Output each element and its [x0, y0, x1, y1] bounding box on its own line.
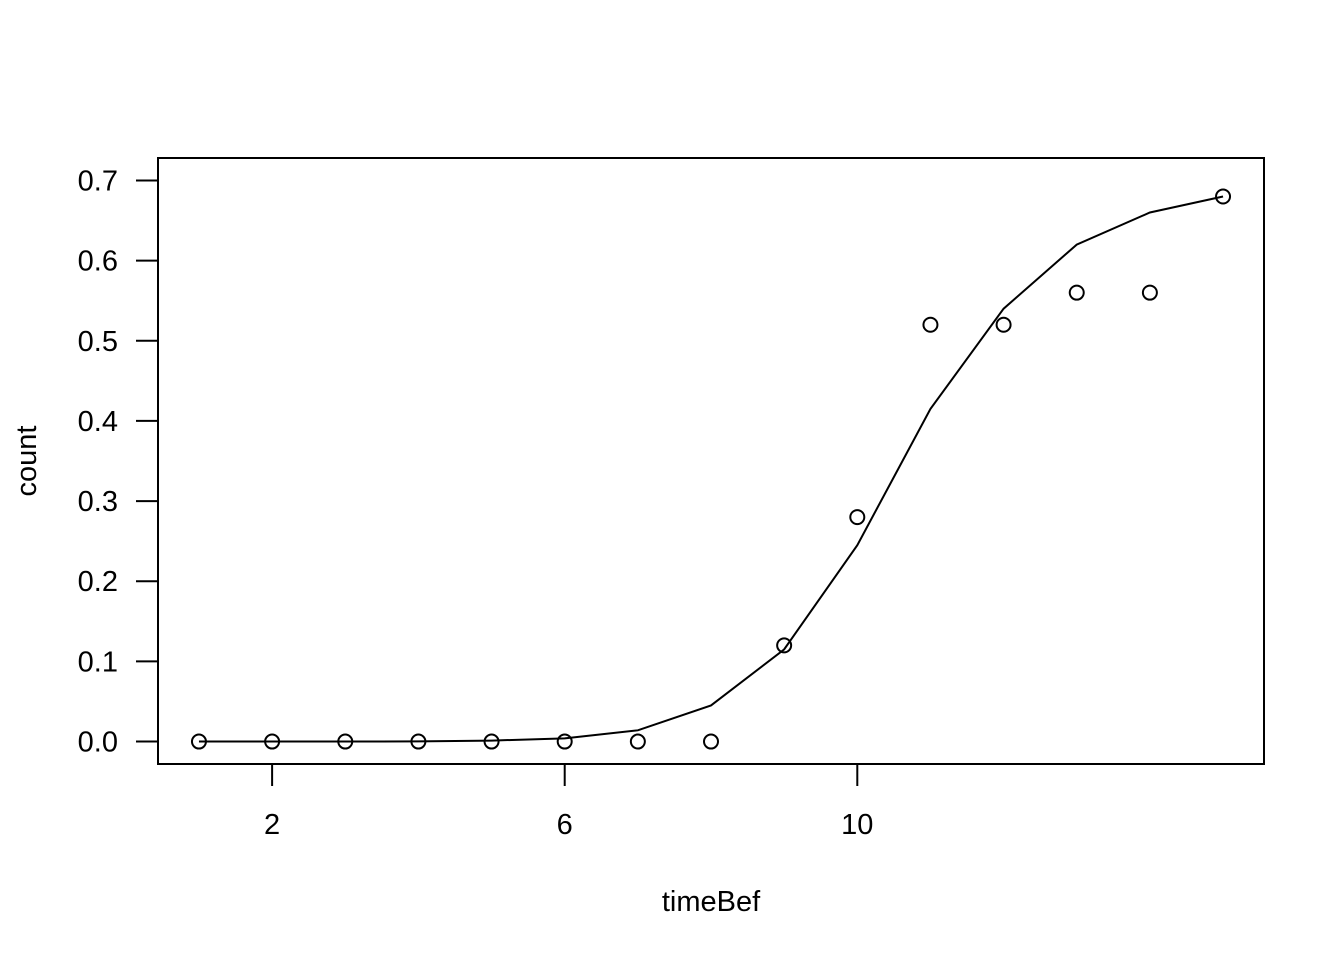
data-point [776, 637, 793, 654]
data-points [190, 188, 1232, 750]
y-tick-label: 0.2 [78, 566, 118, 598]
data-point [922, 316, 939, 333]
y-tick-label: 0.3 [78, 486, 118, 518]
data-point [264, 733, 281, 750]
x-axis: 2 6 10 [264, 764, 873, 841]
x-tick-label: 2 [264, 809, 280, 841]
data-point [190, 733, 207, 750]
y-tick-label: 0.0 [78, 727, 118, 759]
data-point [337, 733, 354, 750]
y-tick-label: 0.1 [78, 646, 118, 678]
data-point [995, 316, 1012, 333]
y-tick-label: 0.7 [78, 165, 118, 197]
plot-frame [157, 157, 1265, 765]
y-axis: 0.0 0.1 0.2 0.3 0.4 0.5 0.6 0.7 [78, 165, 158, 759]
data-point [483, 733, 500, 750]
data-point [1068, 284, 1085, 301]
x-tick-label: 6 [557, 809, 573, 841]
data-point [410, 733, 427, 750]
y-tick-label: 0.6 [78, 246, 118, 278]
data-point [1215, 188, 1232, 205]
y-tick-label: 0.5 [78, 326, 118, 358]
data-point [703, 733, 719, 750]
x-tick-label: 10 [841, 809, 873, 841]
data-point [849, 509, 866, 526]
data-point [556, 733, 573, 750]
x-axis-title: timeBef [662, 886, 761, 918]
data-point [1141, 284, 1158, 301]
data-point [629, 733, 646, 750]
fitted-curve [198, 195, 1224, 743]
y-axis-title: count [11, 426, 43, 497]
y-tick-label: 0.4 [78, 406, 118, 438]
